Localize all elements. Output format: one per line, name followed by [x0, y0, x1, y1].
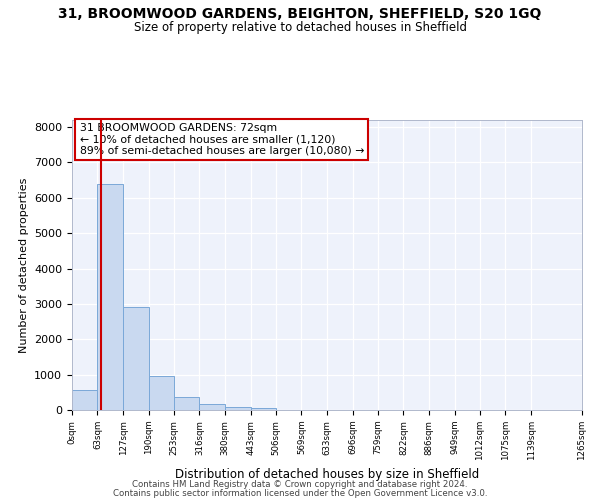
Text: Size of property relative to detached houses in Sheffield: Size of property relative to detached ho…	[133, 21, 467, 34]
Text: 31, BROOMWOOD GARDENS, BEIGHTON, SHEFFIELD, S20 1GQ: 31, BROOMWOOD GARDENS, BEIGHTON, SHEFFIE…	[58, 8, 542, 22]
Bar	[97, 184, 123, 410]
Bar	[199, 404, 225, 410]
Bar	[72, 390, 97, 410]
Bar	[225, 407, 251, 410]
Bar	[174, 398, 199, 410]
Bar	[123, 306, 149, 410]
Text: Contains HM Land Registry data © Crown copyright and database right 2024.: Contains HM Land Registry data © Crown c…	[132, 480, 468, 489]
Y-axis label: Number of detached properties: Number of detached properties	[19, 178, 29, 352]
Bar	[149, 376, 174, 410]
Bar	[251, 408, 276, 410]
Text: Contains public sector information licensed under the Open Government Licence v3: Contains public sector information licen…	[113, 489, 487, 498]
X-axis label: Distribution of detached houses by size in Sheffield: Distribution of detached houses by size …	[175, 468, 479, 481]
Text: 31 BROOMWOOD GARDENS: 72sqm
← 10% of detached houses are smaller (1,120)
89% of : 31 BROOMWOOD GARDENS: 72sqm ← 10% of det…	[80, 123, 364, 156]
